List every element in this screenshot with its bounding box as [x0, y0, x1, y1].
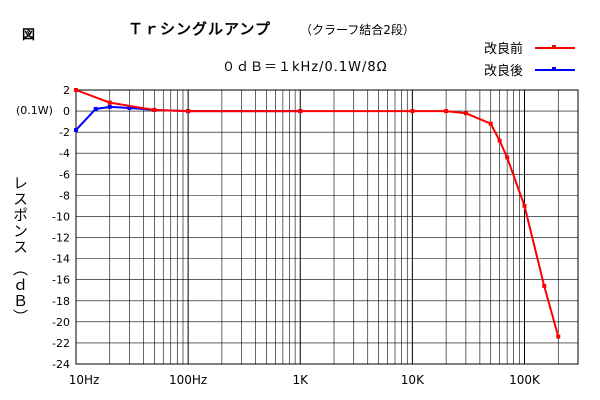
y-tick-label: -2 — [59, 126, 70, 139]
y-tick-label: -24 — [52, 358, 70, 371]
data-point-before — [444, 109, 449, 114]
legend-item-before: 改良前 — [484, 38, 576, 57]
y-tick-label: -14 — [52, 253, 70, 266]
y-tick-label: -20 — [52, 316, 70, 329]
series-line-before — [75, 89, 560, 337]
y-tick-label: -18 — [52, 295, 70, 308]
y-tick-label: -10 — [52, 210, 70, 223]
chart-title-note: （クラーフ結合2段） — [300, 23, 415, 37]
y-tick-label: -8 — [59, 189, 70, 202]
data-point-after — [107, 104, 112, 109]
y-tick-label: 0 — [63, 105, 70, 118]
y-tick-label: 2 — [63, 84, 70, 97]
x-tick-label: 1K — [292, 373, 309, 387]
figure-label: 図 — [22, 28, 36, 43]
y-tick-label: -22 — [52, 337, 70, 350]
chart-title: Ｔｒシングルアンプ — [128, 20, 271, 38]
data-point-after — [127, 105, 132, 110]
legend-item-after: 改良後 — [484, 60, 576, 79]
y-tick-label: -16 — [52, 274, 70, 287]
y-tick-label: -6 — [59, 168, 70, 181]
data-point-before — [488, 121, 493, 126]
legend-swatch-before — [535, 44, 576, 49]
y-axis-label: レスポンス （ｄＢ） — [11, 175, 29, 325]
chart-subtitle: ０ｄＢ＝１kHz/0.1W/8Ω — [222, 60, 388, 75]
data-point-after — [93, 106, 98, 111]
data-point-before — [463, 111, 468, 116]
data-point-before — [410, 109, 415, 114]
reference-level-label: (0.1W) — [16, 104, 53, 117]
x-tick-label: 100K — [509, 373, 541, 387]
legend-label-after: 改良後 — [484, 64, 524, 79]
data-point-before — [152, 108, 157, 113]
plot-frame — [75, 89, 579, 365]
data-point-before — [505, 155, 510, 160]
y-tick-label: -12 — [52, 232, 70, 245]
data-point-before — [556, 334, 561, 339]
x-tick-label: 100Hz — [169, 373, 207, 387]
x-tick-label: 10K — [401, 373, 425, 387]
data-point-before — [74, 88, 78, 92]
x-tick-label: 10Hz — [69, 373, 100, 387]
legend-label-before: 改良前 — [484, 42, 524, 57]
data-point-before — [107, 100, 112, 105]
legend-swatch-after — [535, 66, 576, 71]
data-point-before — [298, 109, 303, 114]
data-point-before — [522, 203, 527, 208]
data-point-before — [497, 138, 502, 143]
data-point-before — [542, 284, 547, 289]
data-point-after — [74, 128, 78, 133]
data-point-before — [186, 109, 191, 114]
y-tick-label: -4 — [59, 147, 70, 160]
